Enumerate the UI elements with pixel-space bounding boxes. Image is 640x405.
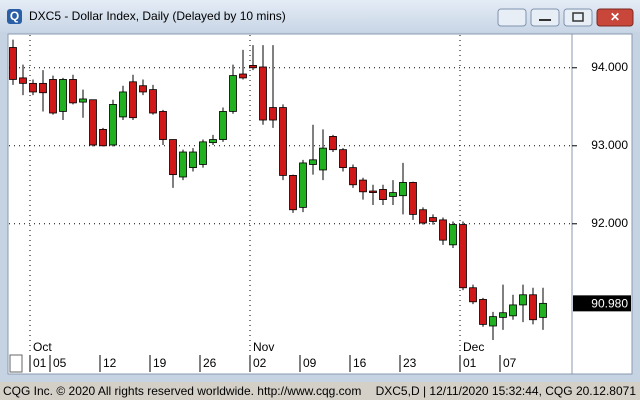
candle-body (259, 66, 267, 121)
y-tick-label: 92.000 (591, 216, 628, 230)
maximize-button[interactable] (563, 8, 593, 27)
candle-body (129, 81, 137, 119)
candle-body (329, 136, 337, 151)
last-price-box (573, 295, 631, 312)
candle-body (399, 182, 407, 197)
candle-body (309, 159, 317, 165)
footer-left: CQG Inc. © 2020 All rights reserved worl… (3, 384, 361, 398)
candle-body (349, 167, 357, 186)
candle-body (519, 294, 527, 306)
candle-body (339, 149, 347, 169)
candle-body (509, 304, 517, 317)
last-price-label: 90.980 (591, 297, 628, 311)
candle-body (239, 73, 247, 79)
x-tick-label: 09 (303, 356, 317, 370)
x-tick-label: 16 (353, 356, 367, 370)
candle-body (249, 65, 257, 69)
candle-body (439, 219, 447, 241)
candle-body (379, 189, 387, 200)
candle-body (229, 75, 237, 112)
candle-body (119, 91, 127, 118)
candle-body (69, 79, 77, 104)
status-bar (0, 382, 640, 400)
candle-body (289, 175, 297, 211)
x-tick-label: 01 (463, 356, 477, 370)
candle-body (19, 77, 27, 84)
x-tick-label: 26 (203, 356, 217, 370)
month-label: Nov (253, 340, 274, 354)
x-tick-label: 01 (33, 356, 47, 370)
minimize-button[interactable] (530, 8, 560, 27)
maximize-glyph (572, 12, 584, 22)
candle-body (219, 111, 227, 140)
candle-body (59, 79, 67, 112)
candle-body (389, 192, 397, 197)
candle-body (539, 302, 547, 318)
candle-body (99, 128, 107, 147)
candle-body (359, 179, 367, 193)
x-tick-label: 05 (53, 356, 67, 370)
candle-body (189, 151, 197, 169)
candle-body (169, 139, 177, 176)
footer-right: DXC5,D | 12/11/2020 15:32:44, CQG 20.12.… (376, 384, 637, 398)
candle-body (269, 107, 277, 121)
candle-body (139, 85, 147, 93)
candle-body (109, 104, 117, 146)
candle-body (49, 79, 57, 114)
candle-body (479, 299, 487, 325)
app-icon-glyph: Q (10, 9, 19, 23)
candle-body (79, 98, 87, 103)
app-icon (7, 9, 22, 24)
candle-body (29, 82, 37, 93)
y-tick-label: 94.000 (591, 60, 628, 74)
candle-body (209, 139, 217, 144)
candle-body (39, 82, 47, 94)
candle-body (429, 217, 437, 222)
candle-body (419, 209, 427, 224)
x-tick-label: 07 (503, 356, 517, 370)
close-glyph: ✕ (610, 10, 620, 24)
candle-body (459, 224, 467, 289)
candle-body (319, 147, 327, 171)
window-title: DXC5 - Dollar Index, Daily (Delayed by 1… (29, 9, 286, 23)
candle-body (9, 47, 17, 80)
candle-body (409, 182, 417, 215)
x-tick-label: 19 (153, 356, 167, 370)
candle-body (159, 111, 167, 140)
x-tick-label: 23 (403, 356, 417, 370)
candle-body (499, 312, 507, 318)
candle-body (89, 99, 97, 146)
candle-body (449, 224, 457, 246)
candle-body (529, 294, 537, 321)
y-tick-label: 93.000 (591, 138, 628, 152)
price-axis (571, 33, 633, 375)
x-tick-label: 12 (103, 356, 117, 370)
month-label: Oct (33, 340, 52, 354)
candle-body (149, 89, 157, 114)
candle-body (299, 162, 307, 208)
candle-body (489, 316, 497, 327)
close-button[interactable] (596, 8, 634, 27)
candle-body (469, 287, 477, 303)
pin-button[interactable] (497, 8, 527, 27)
month-label: Dec (463, 340, 484, 354)
candle-body (179, 151, 187, 178)
scroll-box[interactable] (9, 354, 23, 373)
candle-body (199, 141, 207, 165)
candle-body (369, 190, 377, 193)
candle-body (279, 107, 287, 176)
x-tick-label: 02 (253, 356, 267, 370)
